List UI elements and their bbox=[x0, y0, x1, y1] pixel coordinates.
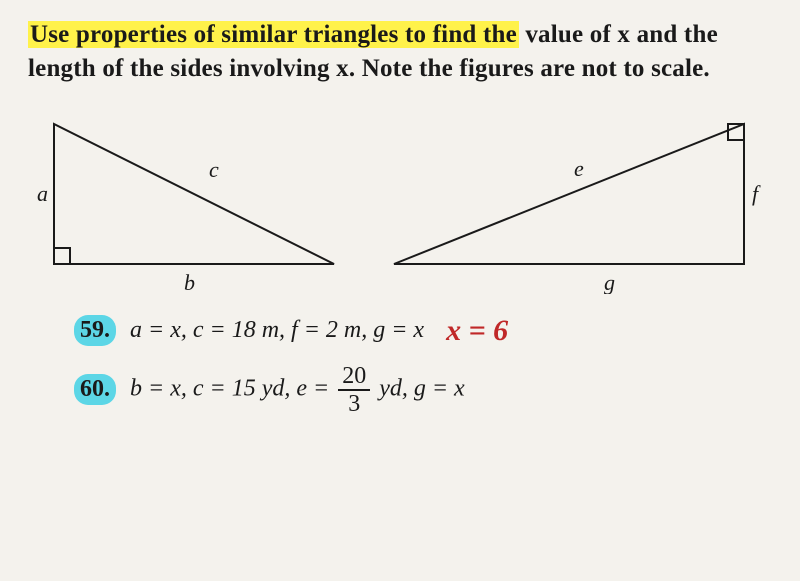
label-e: e bbox=[574, 156, 584, 181]
problem-59: 59. a = x, c = 18 m, f = 2 m, g = x x = … bbox=[74, 314, 772, 348]
label-g: g bbox=[604, 270, 615, 294]
problem-60: 60. b = x, c = 15 yd, e = 20 3 yd, g = x bbox=[74, 364, 772, 416]
fraction-denominator: 3 bbox=[344, 391, 364, 416]
figures-row: a c b e f g bbox=[34, 104, 772, 294]
handwritten-answer-59: x = 6 bbox=[446, 314, 508, 348]
problems-list: 59. a = x, c = 18 m, f = 2 m, g = x x = … bbox=[28, 314, 772, 416]
problem-59-equation: a = x, c = 18 m, f = 2 m, g = x bbox=[130, 317, 424, 344]
problem-60-eq-part2: yd, g = x bbox=[379, 375, 465, 401]
instructions-highlight: Use properties of similar triangles to f… bbox=[28, 21, 519, 48]
triangle-right: e f g bbox=[384, 104, 764, 294]
problem-60-fraction: 20 3 bbox=[338, 364, 370, 416]
page-root: Use properties of similar triangles to f… bbox=[0, 0, 800, 416]
triangle-left: a c b bbox=[34, 104, 344, 294]
label-c: c bbox=[209, 157, 219, 182]
problem-number-60: 60. bbox=[74, 374, 116, 405]
right-angle-marker-left bbox=[54, 248, 70, 264]
label-a: a bbox=[37, 181, 48, 206]
problem-60-eq-part1: b = x, c = 15 yd, e = bbox=[130, 375, 335, 401]
problem-60-equation: b = x, c = 15 yd, e = 20 3 yd, g = x bbox=[130, 364, 465, 416]
instructions-text: Use properties of similar triangles to f… bbox=[28, 18, 772, 86]
triangle-left-shape bbox=[54, 124, 334, 264]
triangle-right-shape bbox=[394, 124, 744, 264]
label-f: f bbox=[752, 181, 761, 206]
label-b: b bbox=[184, 270, 195, 294]
fraction-numerator: 20 bbox=[338, 364, 370, 391]
problem-number-59: 59. bbox=[74, 315, 116, 346]
